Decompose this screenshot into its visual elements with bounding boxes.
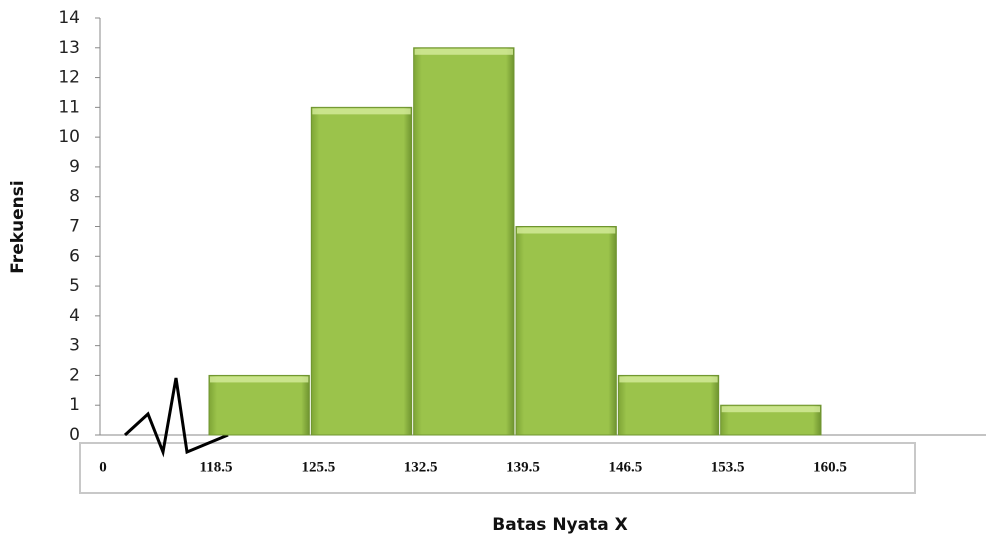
- bar: [413, 47, 515, 436]
- y-tick-label: 7: [69, 217, 80, 237]
- bar: [617, 374, 720, 436]
- y-tick-label: 11: [58, 97, 80, 117]
- y-tick-label: 2: [69, 365, 80, 385]
- bar-highlight: [517, 227, 616, 234]
- x-axis-label: Batas Nyata X: [492, 515, 627, 535]
- y-tick-label: 13: [58, 38, 80, 58]
- bar-highlight: [414, 48, 513, 55]
- y-tick-label: 8: [69, 187, 80, 207]
- x-tick-label: 125.5: [301, 459, 335, 475]
- x-tick-label: 153.5: [711, 459, 745, 475]
- bar: [208, 374, 310, 436]
- y-tick-label: 12: [58, 68, 80, 88]
- y-tick-label: 5: [69, 276, 80, 296]
- y-tick-label: 1: [69, 395, 80, 415]
- bar: [310, 106, 413, 436]
- y-axis-label: Frekuensi: [8, 180, 28, 273]
- x-tick-label: 118.5: [200, 459, 233, 475]
- x-start-label: 0: [99, 459, 107, 475]
- x-tick-label: 139.5: [506, 459, 540, 475]
- y-tick-label: 9: [69, 157, 80, 177]
- x-tick-label: 132.5: [404, 459, 438, 475]
- bar-highlight: [619, 376, 718, 383]
- x-label-box: [79, 442, 916, 494]
- y-tick-label: 3: [69, 336, 80, 356]
- y-tick-label: 14: [58, 8, 80, 28]
- bar: [515, 226, 617, 436]
- y-tick-label: 0: [69, 425, 80, 445]
- y-tick-label: 4: [69, 306, 80, 326]
- bar-highlight: [210, 376, 309, 383]
- axis-break: [123, 377, 229, 458]
- x-tick-label: 160.5: [813, 459, 847, 475]
- bar-highlight: [312, 108, 411, 115]
- x-tick-label: 146.5: [608, 459, 642, 475]
- y-tick-label: 10: [58, 127, 80, 147]
- y-tick-label: 6: [69, 246, 80, 266]
- bar-highlight: [721, 406, 820, 413]
